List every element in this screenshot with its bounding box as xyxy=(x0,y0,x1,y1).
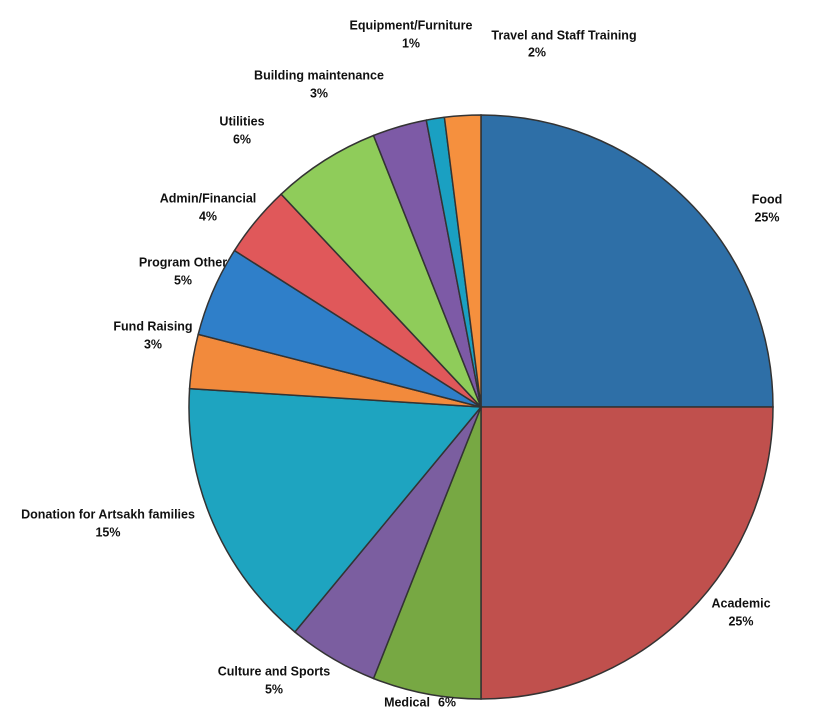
slice-value-label: 1% xyxy=(402,36,420,50)
slice-value-label: 5% xyxy=(265,682,283,696)
slice-value-label: 6% xyxy=(438,695,456,709)
slice xyxy=(443,114,482,408)
slice-label: Building maintenance xyxy=(254,68,384,82)
slice-label: Medical xyxy=(384,695,430,709)
slice-value-label: 25% xyxy=(754,210,779,224)
slice-value-label: 15% xyxy=(95,525,120,539)
slice-label: Food xyxy=(752,192,783,206)
slice-label: Utilities xyxy=(219,114,264,128)
slice-label: Academic xyxy=(711,596,770,610)
slice xyxy=(188,387,483,634)
slice-value-label: 5% xyxy=(174,273,192,287)
slice-value-label: 2% xyxy=(528,45,546,59)
slice-label: Equipment/Furniture xyxy=(350,18,473,32)
slice-value-label: 25% xyxy=(728,614,753,628)
slice-value-label: 4% xyxy=(199,209,217,223)
slice-value-label: 3% xyxy=(310,86,328,100)
slice-label: Donation for Artsakh families xyxy=(21,507,195,521)
slice-label: Travel and Staff Training xyxy=(491,28,636,42)
slice-label: Fund Raising xyxy=(113,319,192,333)
slice-label: Culture and Sports xyxy=(218,664,331,678)
slice-label: Program Other xyxy=(139,255,227,269)
slice xyxy=(480,114,774,408)
slice-value-label: 3% xyxy=(144,337,162,351)
pie xyxy=(188,114,774,700)
slice-value-label: 6% xyxy=(233,132,251,146)
slice xyxy=(480,406,774,700)
slice-label: Admin/Financial xyxy=(160,191,257,205)
labels: Food 25% Academic 25% Medical 6% Culture and S… xyxy=(21,18,782,709)
